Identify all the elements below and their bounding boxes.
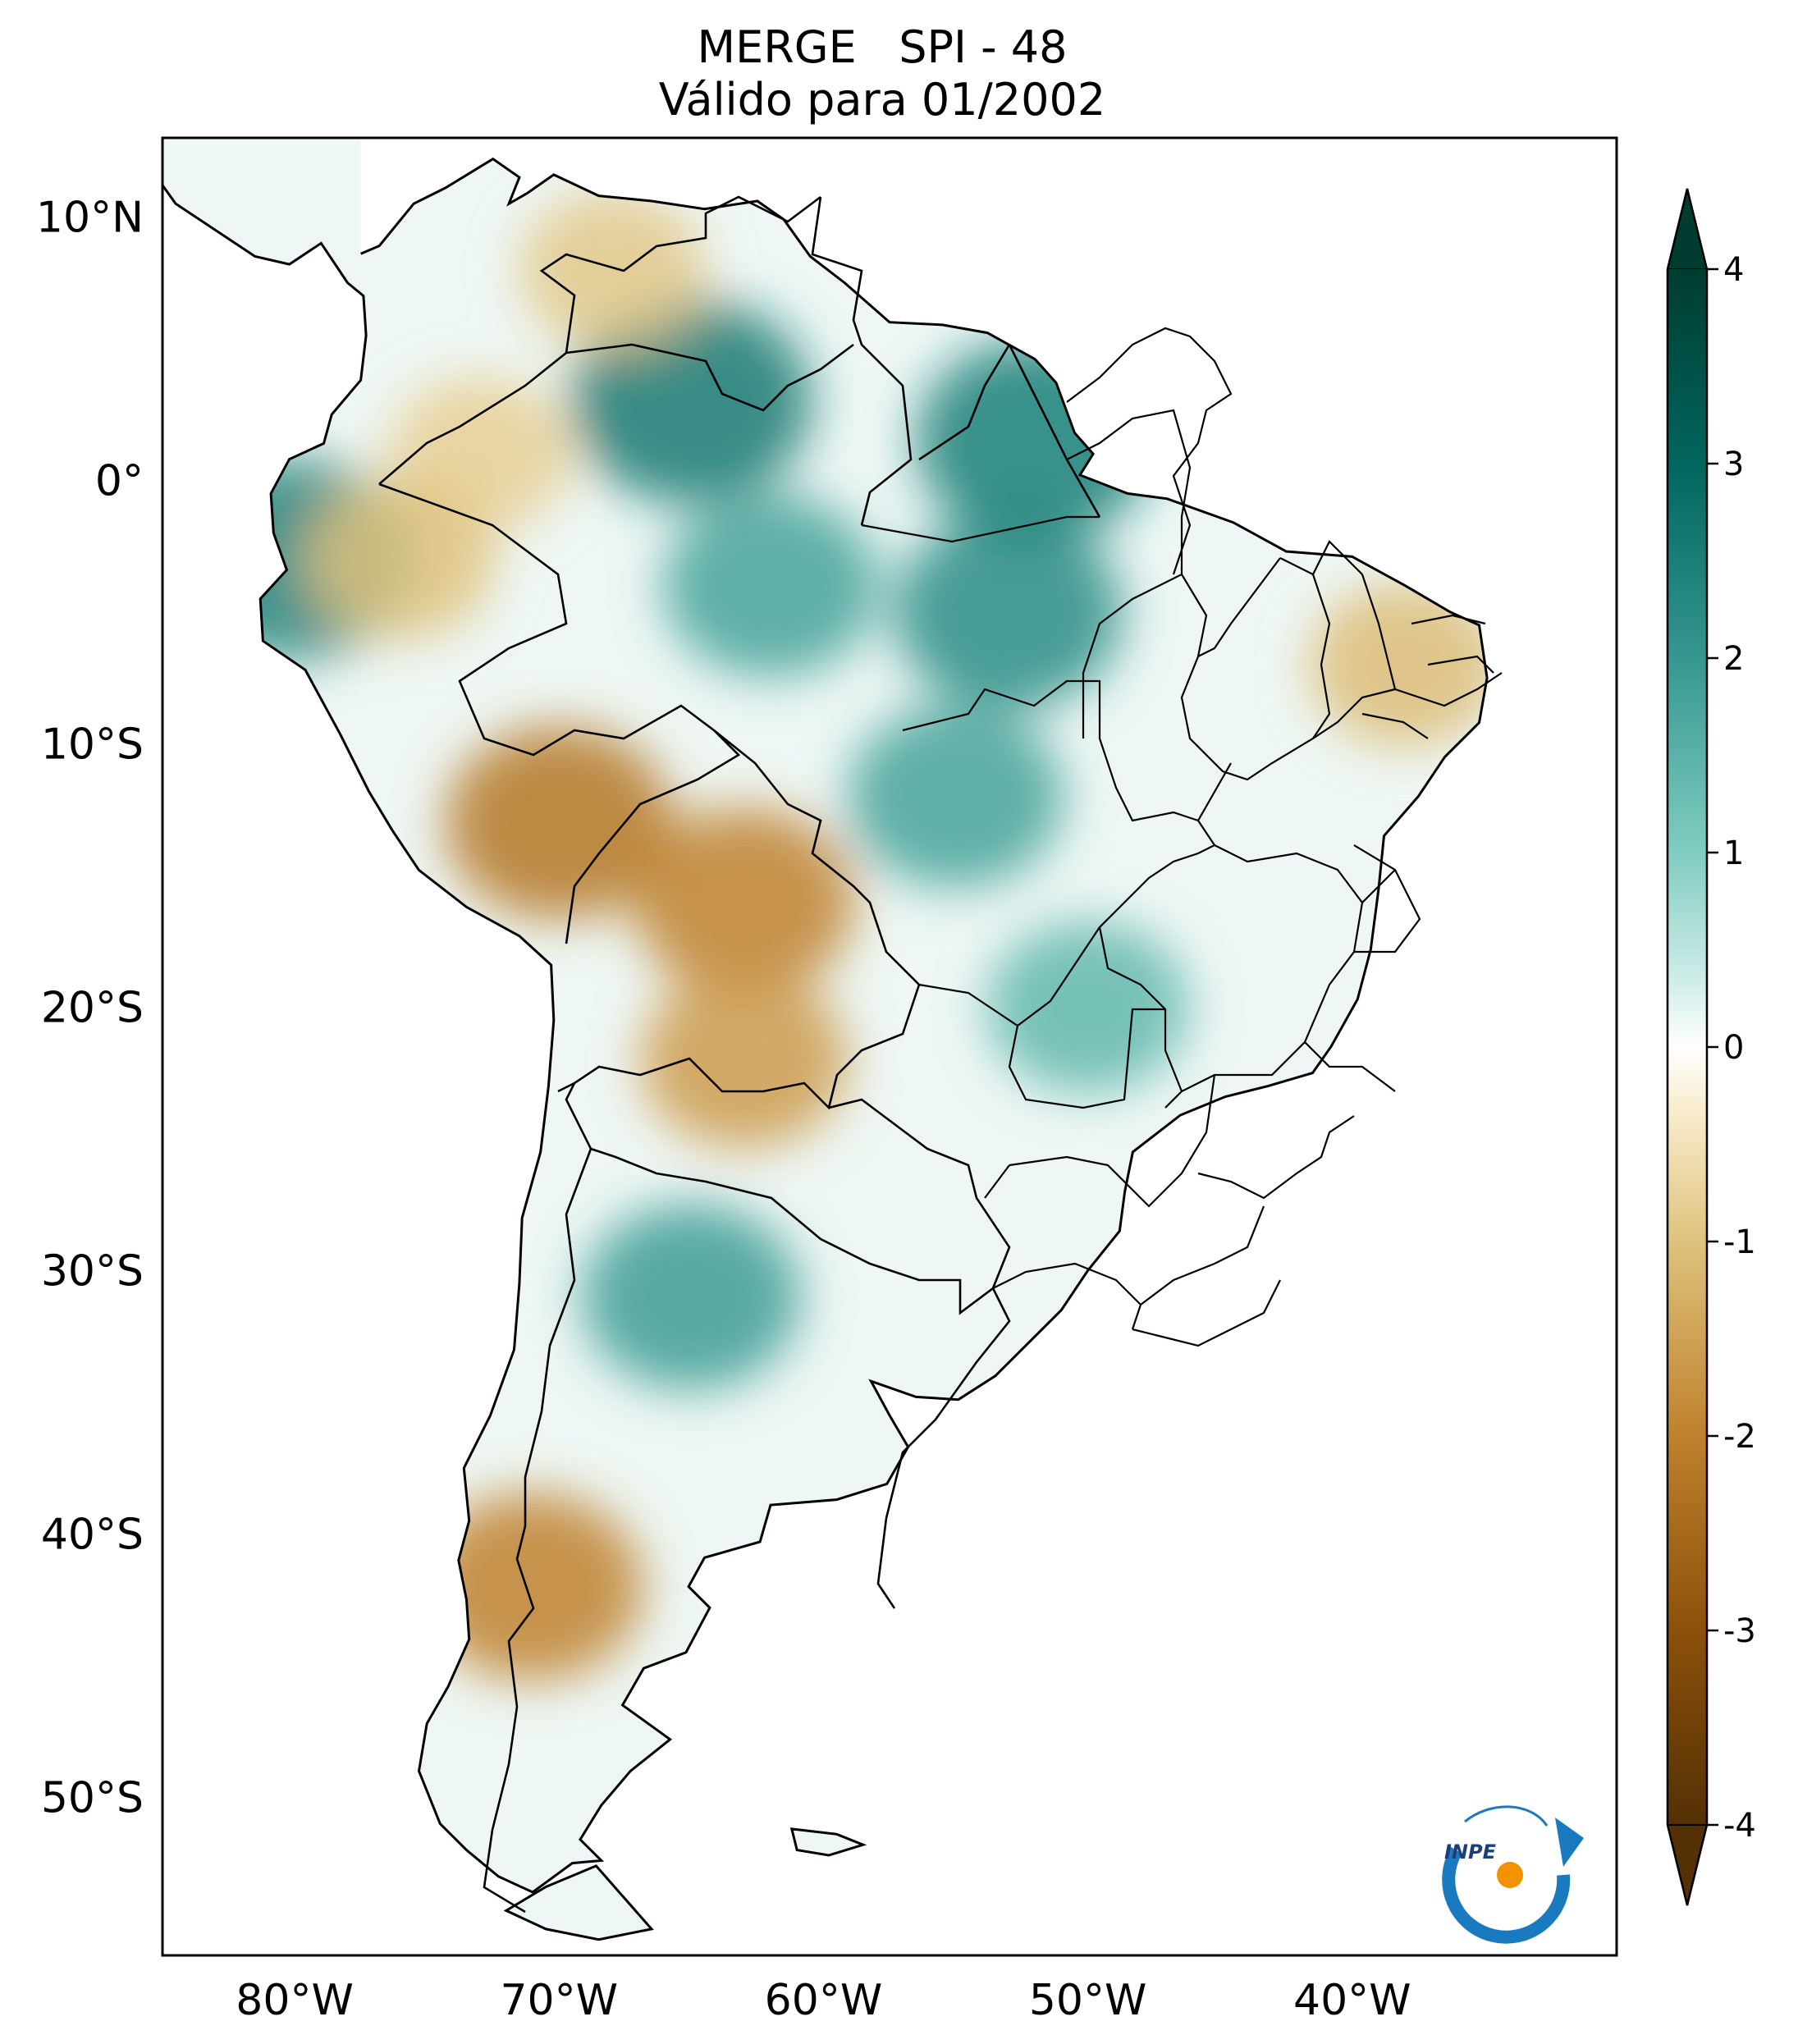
colorbar-tick-label: -1: [1723, 1223, 1756, 1261]
spi-area-chaco-dry: [639, 971, 849, 1149]
colorbar: 4 3 2 1 0 -1 -2 -3 -4: [1666, 188, 1756, 1906]
longitude-axis: 80°W 70°W 60°W 50°W 40°W: [236, 1976, 1411, 2025]
logo-orbit: [1464, 1805, 1549, 1827]
lon-tick-label: 40°W: [1293, 1976, 1411, 2025]
figure-title: MERGE SPI - 48: [697, 21, 1068, 73]
inpe-logo: INPE: [1442, 1805, 1584, 1944]
colorbar-tick-label: -3: [1723, 1612, 1756, 1650]
lat-tick-label: 40°S: [41, 1510, 144, 1559]
spi-area-venezuela-dry: [519, 190, 705, 349]
spi-area-amazonas-wet: [663, 494, 879, 678]
lat-tick-label: 50°S: [41, 1773, 144, 1822]
latitude-axis: 10°N 0° 10°S 20°S 30°S 40°S 50°S: [36, 193, 144, 1822]
lat-tick-label: 30°S: [41, 1246, 144, 1296]
plot-frame: [161, 136, 1618, 1957]
spi-area-argentina-central-wet: [582, 1204, 801, 1390]
colorbar-extend-min: [1666, 1824, 1709, 1906]
country-borders: [378, 195, 1101, 1914]
spi-area-patagonia-dry: [422, 1492, 644, 1681]
lat-tick-label: 10°S: [41, 720, 144, 769]
colorbar-tick-label: 4: [1723, 251, 1744, 289]
colorbar-tick-label: 2: [1723, 640, 1744, 678]
logo-arc: [1442, 1846, 1571, 1944]
colorbar-tick-label: -4: [1723, 1807, 1756, 1845]
figure-subtitle: Válido para 01/2002: [658, 74, 1106, 126]
colorbar-gradient: [1668, 269, 1707, 1825]
lon-tick-label: 70°W: [500, 1976, 618, 2025]
spi-area-southern-peru-dry: [445, 725, 674, 920]
colorbar-ticks: 4 3 2 1 0 -1 -2 -3 -4: [1707, 251, 1756, 1845]
brazil-state-borders: [861, 327, 1503, 1347]
lon-tick-label: 60°W: [765, 1976, 883, 2025]
lat-tick-label: 20°S: [41, 983, 144, 1032]
lon-tick-label: 50°W: [1029, 1976, 1147, 2025]
spi-area-para-wet: [894, 514, 1123, 709]
lat-tick-label: 0°: [95, 456, 144, 505]
coastline: [162, 157, 1489, 1941]
lon-tick-label: 80°W: [236, 1976, 354, 2025]
colorbar-tick-label: -2: [1723, 1418, 1756, 1456]
spi-area-northeast-brazil-dry: [1309, 583, 1488, 747]
spi-area-southeast-brazil-wet: [986, 921, 1189, 1093]
colorbar-tick-label: 0: [1723, 1029, 1744, 1067]
colorbar-tick-label: 1: [1723, 835, 1744, 872]
colorbar-extend-max: [1666, 188, 1709, 270]
spi-area-mato-grosso-wet: [848, 705, 1064, 888]
logo-text: INPE: [1444, 1841, 1497, 1863]
lat-tick-label: 10°N: [36, 193, 144, 242]
spi-area-peru-north-dry: [305, 478, 495, 640]
spi-area-bolivia-dry: [633, 807, 855, 996]
logo-sun-icon: [1497, 1862, 1523, 1888]
spi-area-guiana-shield-wet: [570, 299, 812, 504]
logo-arrow-icon: [1555, 1818, 1584, 1867]
borders-layer: [162, 157, 1503, 1941]
colorbar-tick-label: 3: [1723, 446, 1744, 483]
